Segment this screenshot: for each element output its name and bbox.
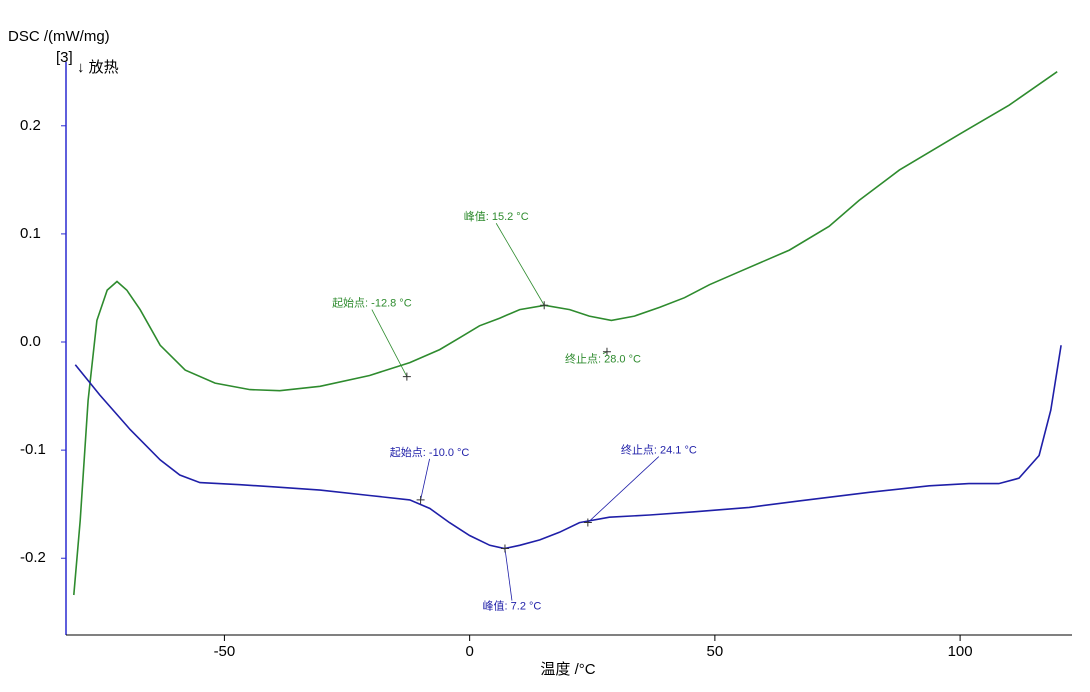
annotation-leader (495, 223, 545, 306)
x-tick-label: 100 (948, 643, 973, 660)
annotation-label: 终止点: 24.1 °C (621, 442, 697, 456)
data-line (73, 71, 1058, 596)
annotation-label: 终止点: 28.0 °C (565, 352, 641, 366)
y-tick-label: 0.2 (20, 117, 41, 134)
data-line (74, 345, 1062, 550)
annotation-leader (420, 458, 430, 500)
annotation-point (583, 518, 592, 527)
annotation-leader (587, 456, 660, 523)
x-tick-label: -50 (214, 643, 236, 660)
x-tick-label: 50 (707, 643, 724, 660)
annotation-point (540, 301, 549, 310)
annotation-point (402, 372, 411, 381)
y-tick-label: 0.0 (20, 333, 41, 350)
annotation-leader (371, 309, 408, 377)
annotation-point (602, 347, 611, 356)
y-tick-label: 0.1 (20, 225, 41, 242)
annotation-label: 起始点: -12.8 °C (332, 296, 412, 310)
annotation-label: 峰值: 7.2 °C (483, 599, 542, 612)
y-tick-label: -0.2 (20, 549, 46, 566)
annotation-point (500, 544, 509, 553)
annotation-label: 峰值: 15.2 °C (464, 210, 529, 223)
annotation-leader (504, 548, 513, 601)
x-tick-label: 0 (465, 643, 473, 660)
x-axis-label: 温度 /°C (540, 661, 595, 678)
annotation-label: 起始点: -10.0 °C (390, 445, 470, 459)
y-tick-label: -0.1 (20, 441, 46, 458)
annotation-point (416, 495, 425, 504)
y-axis-label: DSC /(mW/mg) (8, 28, 110, 45)
y-label-tag: [3] (56, 49, 73, 66)
y-direction: ↓ 放热 (77, 59, 119, 76)
